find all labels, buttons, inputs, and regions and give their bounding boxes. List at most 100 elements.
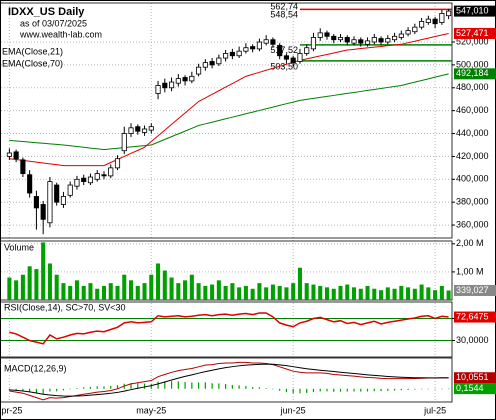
candle-body <box>283 55 290 60</box>
y-tick-label: 520,000 <box>456 36 489 46</box>
histogram-bar <box>353 388 355 392</box>
pane-border <box>0 2 453 239</box>
histogram-bar <box>103 386 105 389</box>
bar <box>142 283 147 300</box>
candle-body <box>297 53 303 62</box>
value-label-bg <box>454 383 496 395</box>
candle-body <box>196 66 202 75</box>
candle-body <box>385 38 391 43</box>
bar <box>250 288 255 300</box>
candle-body <box>398 33 404 38</box>
candle-body <box>351 39 357 44</box>
histogram-bar <box>211 383 213 389</box>
candle-body <box>216 57 222 65</box>
histogram-bar <box>96 386 98 389</box>
bar <box>27 266 32 300</box>
bar <box>149 274 154 300</box>
y-tick-label: 480,000 <box>456 82 489 92</box>
candle-body <box>202 62 208 68</box>
bar <box>433 290 438 300</box>
histogram-bar <box>427 388 429 390</box>
candle-body <box>358 39 364 44</box>
bar <box>392 288 397 300</box>
candle-body <box>87 176 94 184</box>
histogram-bar <box>360 388 362 392</box>
level-label: 517,52 <box>270 45 298 55</box>
annotation: www.wealth-lab.com <box>19 29 102 39</box>
pane-title: MACD(12,26,9) <box>4 363 67 373</box>
bar <box>81 285 86 300</box>
bar <box>61 283 66 300</box>
value-label-bg <box>454 284 496 296</box>
candle-body <box>419 21 425 28</box>
series-line <box>9 363 449 397</box>
value-label-bg <box>454 311 496 323</box>
value-label: 339,027 <box>456 285 489 295</box>
candle-body <box>304 47 310 54</box>
y-tick-label: 500,000 <box>456 59 489 69</box>
x-tick-label: jun-25 <box>280 405 306 415</box>
bar <box>338 285 343 300</box>
candle-body <box>439 13 445 23</box>
y-tick-label: 380,000 <box>456 197 489 207</box>
candle-body <box>378 38 384 43</box>
bar <box>439 285 444 300</box>
bar <box>128 280 134 300</box>
bar <box>135 285 140 300</box>
candle-body <box>243 47 249 52</box>
candle-body <box>47 181 53 224</box>
candle-body <box>223 53 229 59</box>
histogram-bar <box>204 382 206 389</box>
candle-body <box>337 37 344 41</box>
bar <box>196 283 201 300</box>
histogram-bar <box>366 388 369 392</box>
histogram-bar <box>258 387 261 389</box>
candle-body <box>20 159 26 174</box>
candle-body <box>135 126 141 132</box>
series-line <box>9 312 449 345</box>
value-label: 10,0551 <box>456 372 489 382</box>
histogram-bar <box>272 388 274 390</box>
histogram-bar <box>299 388 301 394</box>
candle-body <box>310 37 317 50</box>
histogram-bar <box>238 385 240 389</box>
value-label: 72,6475 <box>456 311 489 321</box>
value-label: 527,471 <box>456 28 489 38</box>
level-label: 503,50 <box>270 61 298 71</box>
histogram-bar <box>434 388 436 390</box>
bar <box>358 288 363 300</box>
bar <box>34 269 39 300</box>
bar <box>74 280 79 300</box>
value-label: 547,010 <box>456 5 489 15</box>
series-line <box>9 32 449 167</box>
candle-body <box>54 184 60 203</box>
bar <box>101 285 107 300</box>
x-tick-label: apr-25 <box>0 405 22 415</box>
bar <box>304 283 309 300</box>
candle-body <box>277 45 283 57</box>
histogram-bar <box>49 388 51 392</box>
candle-body <box>121 133 127 152</box>
histogram-bar <box>373 388 375 392</box>
histogram-bar <box>56 388 58 392</box>
histogram-bar <box>22 388 24 391</box>
candle-body <box>101 174 107 177</box>
histogram-bar <box>339 388 342 392</box>
candle-body <box>324 32 330 37</box>
candle-body <box>425 18 431 23</box>
y-tick-label: 360,000 <box>456 219 489 229</box>
bar <box>311 284 316 300</box>
candle-body <box>27 174 33 194</box>
candle-body <box>175 78 181 84</box>
chart-title: IDXX_US Daily <box>8 6 85 18</box>
candle-body <box>81 177 87 182</box>
histogram-bar <box>387 388 389 391</box>
histogram-bar <box>130 382 132 389</box>
candle-body <box>432 18 438 25</box>
bar <box>379 290 384 300</box>
bar <box>47 263 52 300</box>
candle-body <box>290 57 296 64</box>
bar <box>169 277 174 300</box>
